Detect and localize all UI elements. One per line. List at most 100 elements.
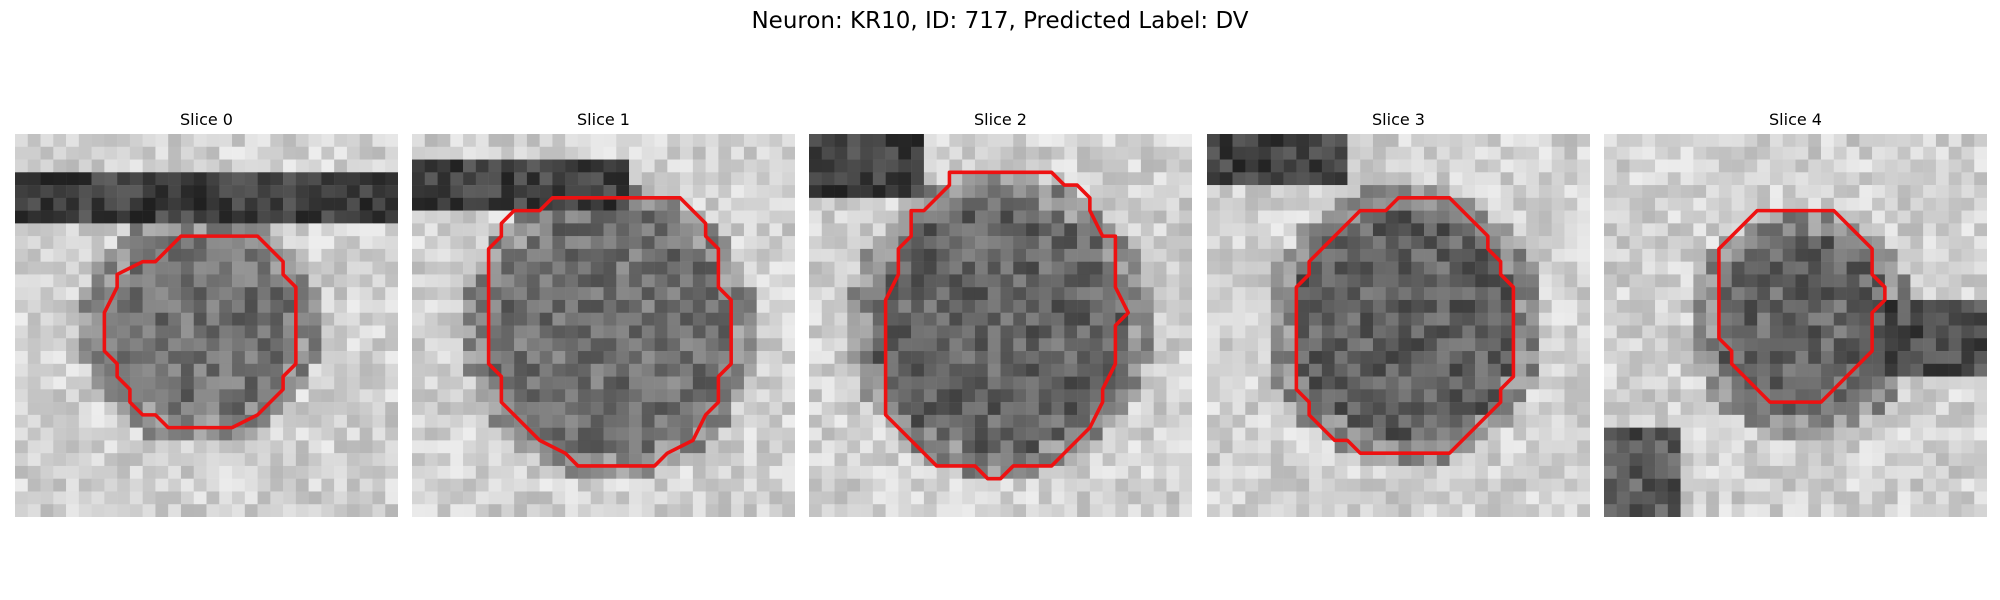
pixel: [219, 261, 233, 275]
pixel: [1411, 402, 1425, 416]
pixel: [193, 504, 207, 517]
pixel: [1000, 172, 1014, 186]
pixel: [1897, 414, 1911, 428]
pixel: [641, 351, 655, 365]
pixel: [756, 440, 770, 454]
pixel: [1769, 402, 1783, 416]
pixel: [193, 427, 207, 441]
pixel: [1140, 440, 1154, 454]
pixel: [885, 248, 899, 262]
pixel: [1948, 376, 1962, 390]
pixel: [1411, 274, 1425, 288]
pixel: [1961, 363, 1975, 377]
pixel: [450, 312, 464, 326]
pixel: [142, 223, 156, 237]
pixel: [1564, 312, 1578, 326]
pixel: [1757, 159, 1771, 173]
pixel: [155, 210, 169, 224]
pixel: [321, 491, 335, 505]
pixel: [1551, 491, 1565, 505]
pixel: [91, 134, 105, 148]
pixel: [1334, 440, 1348, 454]
pixel: [743, 389, 757, 403]
pixel: [898, 402, 912, 416]
pixel: [1372, 427, 1386, 441]
pixel: [667, 363, 681, 377]
pixel: [1179, 134, 1192, 148]
pixel: [1449, 325, 1463, 339]
pixel: [1642, 402, 1656, 416]
pixel: [346, 427, 360, 441]
pixel: [1782, 248, 1796, 262]
pixel: [1270, 134, 1284, 148]
pixel: [463, 236, 477, 250]
pixel: [40, 465, 54, 479]
pixel: [1616, 504, 1630, 517]
pixel: [1013, 134, 1027, 148]
pixel: [1051, 389, 1065, 403]
pixel: [104, 261, 118, 275]
pixel: [731, 363, 745, 377]
pixel: [450, 210, 464, 224]
pixel: [974, 261, 988, 275]
pixel: [1500, 363, 1514, 377]
pixel: [501, 389, 515, 403]
pixel: [1013, 491, 1027, 505]
pixel: [1513, 210, 1527, 224]
pixel: [424, 223, 438, 237]
pixel: [1500, 338, 1514, 352]
pixel: [539, 312, 553, 326]
pixel: [1872, 338, 1886, 352]
pixel: [1385, 478, 1399, 492]
pixel: [104, 453, 118, 467]
pixel: [1667, 159, 1681, 173]
pixel: [1538, 491, 1552, 505]
pixel: [1000, 427, 1014, 441]
pixel: [769, 440, 783, 454]
pixel: [949, 465, 963, 479]
pixel: [1718, 197, 1732, 211]
pixel: [219, 376, 233, 390]
pixel: [1821, 504, 1835, 517]
pixel: [1897, 427, 1911, 441]
pixel: [346, 248, 360, 262]
pixel: [885, 159, 899, 173]
pixel: [1629, 465, 1643, 479]
pixel: [1166, 172, 1180, 186]
pixel: [244, 287, 258, 301]
pixel: [1487, 389, 1501, 403]
pixel: [898, 312, 912, 326]
pixel: [860, 465, 874, 479]
pixel: [923, 172, 937, 186]
pixel: [359, 312, 373, 326]
pixel: [1526, 427, 1540, 441]
pixel: [1166, 376, 1180, 390]
pixel: [1309, 197, 1323, 211]
pixel: [1153, 338, 1167, 352]
pixel: [1296, 185, 1310, 199]
pixel: [949, 491, 963, 505]
pixel: [1128, 504, 1142, 517]
pixel: [1424, 376, 1438, 390]
pixel: [1258, 223, 1272, 237]
pixel: [1038, 197, 1052, 211]
pixel: [1115, 146, 1129, 160]
pixel: [565, 389, 579, 403]
pixel: [1616, 338, 1630, 352]
pixel: [321, 427, 335, 441]
pixel: [412, 440, 426, 454]
pixel: [142, 427, 156, 441]
pixel: [1026, 351, 1040, 365]
pixel: [1128, 210, 1142, 224]
pixel: [603, 274, 617, 288]
pixel: [1309, 376, 1323, 390]
pixel: [437, 414, 451, 428]
pixel: [1283, 389, 1297, 403]
pixel: [488, 210, 502, 224]
pixel: [91, 185, 105, 199]
pixel: [1538, 299, 1552, 313]
pixel: [1140, 274, 1154, 288]
pixel: [1296, 299, 1310, 313]
pixel: [1219, 504, 1233, 517]
pixel: [809, 414, 823, 428]
